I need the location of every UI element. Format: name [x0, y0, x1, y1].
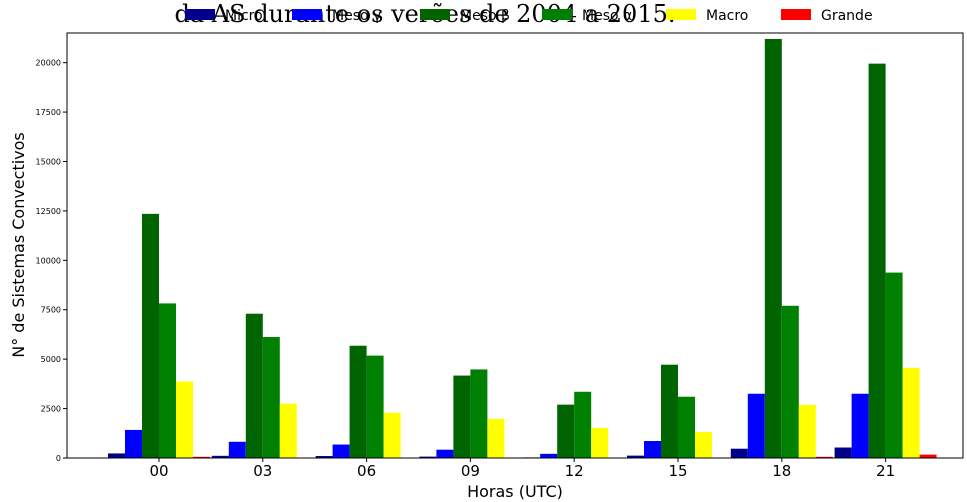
legend-swatch-meso-γ	[292, 9, 322, 20]
x-tick-label: 06	[357, 462, 376, 480]
legend: Micro Meso γ Meso β Meso α Macro Grande	[185, 8, 873, 24]
x-tick-label: 09	[461, 462, 480, 480]
y-tick-label: 0	[56, 454, 61, 463]
legend-label: Macro	[706, 8, 748, 24]
y-tick-label: 20000	[36, 59, 61, 68]
y-axis: 0 2500 5000 7500 10000 12500 15000 17500 20000	[36, 59, 67, 463]
bar-meso-γ-18	[747, 393, 765, 458]
bar-meso-α-21	[885, 272, 903, 458]
bar-meso-γ-21	[851, 393, 869, 458]
bar-grande-00	[193, 456, 210, 458]
bar-meso-γ-15	[644, 441, 661, 458]
x-tick-label: 00	[149, 462, 168, 480]
x-axis: 00 03 06 09 12 15 18 21	[149, 458, 895, 480]
bar-meso-β-00	[142, 213, 159, 458]
bar-meso-β-03	[245, 313, 263, 458]
x-tick-label: 21	[876, 462, 895, 480]
bar-macro-15	[695, 432, 712, 458]
bar-meso-α-15	[678, 396, 695, 458]
bar-micro-18	[730, 448, 748, 458]
bar-meso-γ-00	[125, 429, 142, 458]
bar-meso-β-15	[661, 364, 678, 458]
x-tick-label: 12	[565, 462, 584, 480]
bars	[108, 38, 937, 459]
bar-meso-α-06	[366, 355, 384, 458]
x-tick-label: 03	[253, 462, 272, 480]
bar-grande-21	[919, 454, 937, 458]
bar-meso-β-06	[349, 345, 367, 458]
legend-label: Grande	[821, 8, 873, 24]
legend-swatch-macro	[666, 9, 696, 20]
x-tick-label: 15	[668, 462, 687, 480]
bar-micro-21	[834, 447, 852, 458]
legend-label: Micro	[225, 8, 263, 24]
bar-meso-α-03	[262, 337, 280, 458]
bar-macro-03	[279, 403, 297, 458]
bar-grande-18	[815, 456, 833, 458]
bar-meso-β-12	[557, 404, 575, 458]
bar-meso-α-18	[781, 305, 799, 458]
bar-meso-γ-03	[228, 441, 246, 458]
bar-meso-γ-09	[436, 449, 454, 458]
x-axis-label: Horas (UTC)	[467, 482, 563, 501]
legend-label: Meso β	[460, 8, 510, 24]
bar-macro-18	[798, 404, 816, 458]
bar-micro-15	[627, 455, 644, 458]
y-tick-label: 12500	[36, 207, 61, 216]
bar-macro-06	[383, 412, 401, 458]
bar-micro-03	[211, 455, 229, 458]
bar-meso-γ-06	[332, 444, 350, 458]
bar-meso-α-12	[574, 391, 592, 458]
y-tick-label: 5000	[41, 355, 61, 364]
y-tick-label: 7500	[41, 306, 61, 315]
bar-meso-β-21	[868, 63, 886, 459]
bar-meso-β-09	[453, 375, 471, 458]
legend-label: Meso α	[582, 8, 632, 24]
y-tick-label: 2500	[41, 405, 61, 414]
bar-meso-α-00	[159, 303, 176, 458]
legend-label: Meso γ	[332, 8, 381, 24]
bar-micro-09	[419, 456, 437, 458]
bar-macro-09	[487, 418, 505, 458]
bar-macro-00	[176, 381, 193, 458]
bar-macro-21	[902, 367, 920, 458]
plot-frame	[66, 32, 964, 459]
bar-micro-00	[108, 453, 125, 458]
legend-swatch-meso-β	[420, 9, 450, 20]
x-tick-label: 18	[772, 462, 791, 480]
bar-meso-γ-12	[540, 453, 558, 458]
y-axis-label: N° de Sistemas Convectivos	[9, 132, 28, 358]
y-tick-label: 15000	[36, 157, 61, 166]
bar-meso-β-18	[764, 38, 782, 458]
y-tick-label: 10000	[36, 256, 61, 265]
legend-swatch-micro	[185, 9, 215, 20]
bar-macro-12	[591, 427, 609, 458]
legend-swatch-grande	[781, 9, 811, 20]
y-tick-label: 17500	[36, 108, 61, 117]
bar-meso-α-09	[470, 369, 488, 458]
legend-swatch-meso-α	[542, 9, 572, 20]
bar-micro-06	[315, 456, 333, 458]
